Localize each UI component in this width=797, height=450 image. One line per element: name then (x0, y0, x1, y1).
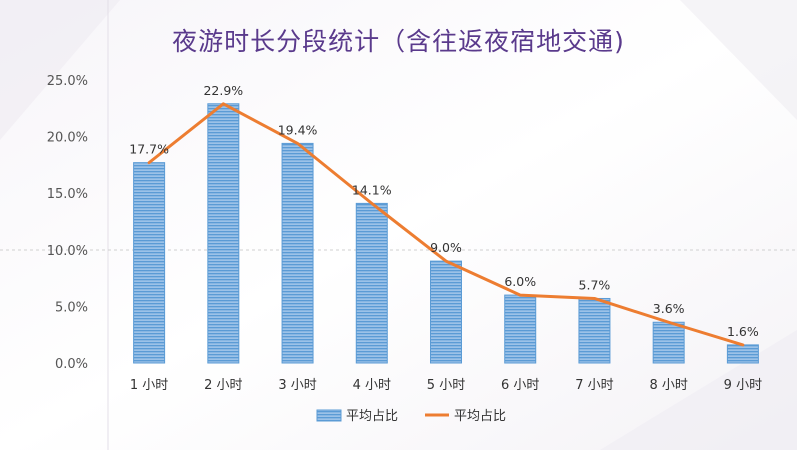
x-tick-label: 1 小时 (130, 378, 168, 393)
data-label: 5.7% (579, 277, 611, 292)
x-tick-label: 2 小时 (204, 378, 242, 393)
x-tick-label: 4 小时 (353, 378, 391, 393)
data-label: 19.4% (278, 122, 318, 137)
x-tick-label: 8 小时 (649, 378, 687, 393)
bar (578, 297, 611, 364)
x-tick-label: 6 小时 (501, 378, 539, 393)
legend-label: 平均占比 (454, 409, 506, 424)
y-tick-label: 15.0% (47, 187, 88, 202)
y-tick-label: 20.0% (47, 131, 88, 146)
y-tick-label: 5.0% (55, 300, 88, 315)
bar (652, 321, 685, 364)
y-tick-label: 25.0% (47, 74, 88, 89)
bar (504, 294, 537, 364)
legend-bar-swatch (316, 409, 342, 422)
legend-label: 平均占比 (346, 409, 398, 424)
y-tick-label: 10.0% (47, 244, 88, 259)
x-tick-label: 7 小时 (575, 378, 613, 393)
data-label: 17.7% (129, 142, 169, 157)
data-label: 22.9% (203, 83, 243, 98)
bar (207, 103, 240, 364)
x-tick-label: 5 小时 (427, 378, 465, 393)
y-tick-label: 0.0% (55, 357, 88, 372)
data-label: 9.0% (430, 240, 462, 255)
data-label: 1.6% (727, 324, 759, 339)
bar (430, 260, 462, 364)
x-tick-label: 9 小时 (724, 378, 762, 393)
bar (355, 202, 388, 364)
chart-title: 夜游时长分段统计（含往返夜宿地交通) (172, 27, 625, 56)
data-label: 3.6% (653, 301, 685, 316)
bar (726, 344, 759, 364)
series-line (147, 102, 745, 347)
bar (133, 162, 166, 364)
data-label: 14.1% (352, 182, 392, 197)
data-label: 6.0% (504, 274, 536, 289)
bar (281, 142, 314, 364)
x-tick-label: 3 小时 (278, 378, 316, 393)
